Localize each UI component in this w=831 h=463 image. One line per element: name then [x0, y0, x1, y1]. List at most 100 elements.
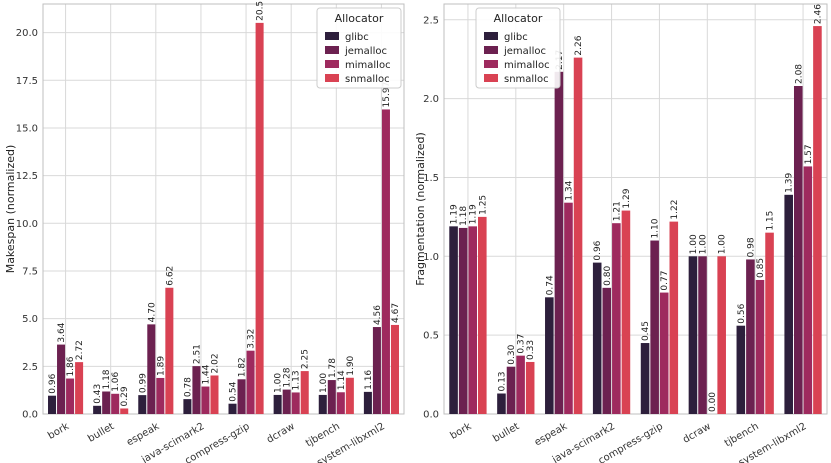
y-tick-label: 15.0 — [16, 123, 38, 134]
bar-mimalloc-tjbench — [336, 392, 345, 414]
legend-label-jemalloc: jemalloc — [344, 46, 387, 57]
legend: Allocator glibc jemalloc mimalloc snmalloc — [316, 7, 402, 89]
bar-glibc-bork — [449, 226, 458, 414]
x-tick-label: bullet — [491, 421, 521, 445]
bar-mimalloc-bullet — [516, 355, 525, 414]
bar-snmalloc-espeak — [165, 287, 174, 414]
y-tick-label: 10.0 — [16, 219, 38, 230]
legend-label-snmalloc: snmalloc — [345, 74, 390, 85]
x-tick-label: tjbench — [723, 421, 761, 449]
bar-snmalloc-dcraw — [300, 371, 309, 414]
bar-mimalloc-bullet — [111, 393, 120, 414]
data-label: 2.51 — [192, 344, 202, 364]
data-label: 1.89 — [156, 356, 166, 376]
bar-jemalloc-system-libxml2 — [793, 86, 803, 414]
legend-swatch-mimalloc — [484, 60, 498, 68]
bar-glibc-tjbench — [736, 325, 746, 414]
data-label: 1.00 — [319, 373, 329, 393]
bar-glibc-compress-gzip — [640, 343, 650, 414]
makespan-chart: 0.0 2.5 5.0 7.5 10.0 12.5 15.0 17.5 20.0 0.96 0.43… — [4, 0, 405, 463]
data-label: 15.97 — [382, 82, 392, 108]
data-label: 0.74 — [545, 275, 555, 295]
data-label: 0.96 — [48, 373, 58, 393]
data-label: 0.99 — [138, 373, 148, 393]
data-label: 0.45 — [641, 321, 651, 341]
bar-mimalloc-espeak — [156, 377, 165, 414]
data-label: 1.00 — [274, 373, 284, 393]
data-label: 1.39 — [785, 172, 795, 192]
data-label: 1.86 — [66, 356, 76, 376]
bar-jemalloc-bullet — [506, 366, 516, 414]
bar-glibc-tjbench — [318, 394, 327, 414]
bar-jemalloc-compress-gzip — [237, 379, 246, 414]
data-label: 4.56 — [373, 305, 383, 325]
x-tick-label: espeak — [533, 421, 570, 449]
bar-jemalloc-espeak — [147, 324, 156, 414]
legend-swatch-jemalloc — [484, 46, 498, 54]
data-label: 1.19 — [450, 204, 460, 224]
x-tick-label: bork — [46, 421, 71, 442]
data-label: 1.25 — [478, 195, 488, 215]
legend-label-snmalloc: snmalloc — [504, 74, 549, 85]
y-tick-label: 0.0 — [423, 410, 439, 421]
x-tick-label: bork — [449, 421, 474, 442]
data-label: 6.62 — [165, 266, 175, 286]
y-tick-label: 0.0 — [22, 410, 38, 421]
data-label: 1.00 — [689, 234, 699, 254]
data-label: 4.70 — [147, 302, 157, 322]
bar-snmalloc-tjbench — [345, 377, 354, 414]
data-label: 3.32 — [247, 329, 257, 349]
data-label: 1.00 — [718, 234, 728, 254]
x-tick-label: tjbench — [304, 421, 342, 449]
bar-mimalloc-bork — [66, 378, 75, 414]
bar-glibc-bullet — [497, 393, 506, 414]
bar-jemalloc-bork — [458, 227, 468, 414]
data-label: 1.22 — [670, 200, 680, 220]
bar-jemalloc-dcraw — [282, 389, 291, 414]
bar-glibc-espeak — [138, 395, 147, 414]
data-label: 1.16 — [364, 370, 374, 390]
bar-jemalloc-system-libxml2 — [372, 327, 381, 414]
data-label: 2.08 — [794, 64, 804, 84]
bar-mimalloc-java-scimark2 — [612, 223, 621, 414]
bar-glibc-dcraw — [273, 394, 282, 414]
data-label: 0.98 — [746, 237, 756, 257]
data-label: 1.15 — [766, 211, 776, 231]
data-label: 3.64 — [57, 322, 67, 342]
legend-label-glibc: glibc — [504, 32, 528, 43]
data-label: 0.85 — [756, 258, 766, 278]
x-tick-label: espeak — [125, 421, 162, 449]
legend-swatch-snmalloc — [325, 74, 339, 82]
bar-mimalloc-bork — [468, 226, 478, 414]
data-label: 1.57 — [804, 144, 814, 164]
bar-jemalloc-compress-gzip — [650, 240, 659, 414]
y-tick-label: 7.5 — [22, 266, 38, 277]
x-tick-label: dcraw — [681, 421, 713, 446]
data-label: 2.46 — [813, 4, 823, 24]
bar-glibc-dcraw — [688, 256, 698, 414]
y-tick-label: 5.0 — [22, 314, 38, 325]
x-tick-label: dcraw — [265, 421, 297, 446]
bar-snmalloc-bork — [478, 216, 487, 414]
data-label: 0.33 — [526, 340, 536, 360]
bar-snmalloc-system-libxml2 — [390, 324, 399, 414]
data-label: 1.18 — [102, 369, 112, 389]
plot-frame — [42, 3, 405, 415]
bar-snmalloc-bullet — [525, 361, 535, 414]
data-label: 0.78 — [183, 377, 193, 397]
data-label: 1.44 — [201, 364, 211, 384]
data-label: 2.25 — [301, 349, 311, 369]
data-label: 1.06 — [111, 371, 121, 391]
bar-glibc-java-scimark2 — [183, 399, 192, 414]
bar-snmalloc-bork — [75, 362, 84, 414]
data-label: 0.30 — [507, 344, 517, 364]
data-label: 2.26 — [574, 35, 584, 55]
data-label: 1.00 — [699, 234, 709, 254]
bar-mimalloc-compress-gzip — [659, 292, 669, 414]
bar-snmalloc-compress-gzip — [255, 22, 264, 415]
data-label: 0.37 — [517, 334, 527, 354]
bar-snmalloc-tjbench — [765, 232, 774, 414]
data-label: 0.00 — [708, 392, 718, 412]
bar-jemalloc-espeak — [554, 71, 564, 415]
data-label: 0.54 — [229, 381, 239, 401]
